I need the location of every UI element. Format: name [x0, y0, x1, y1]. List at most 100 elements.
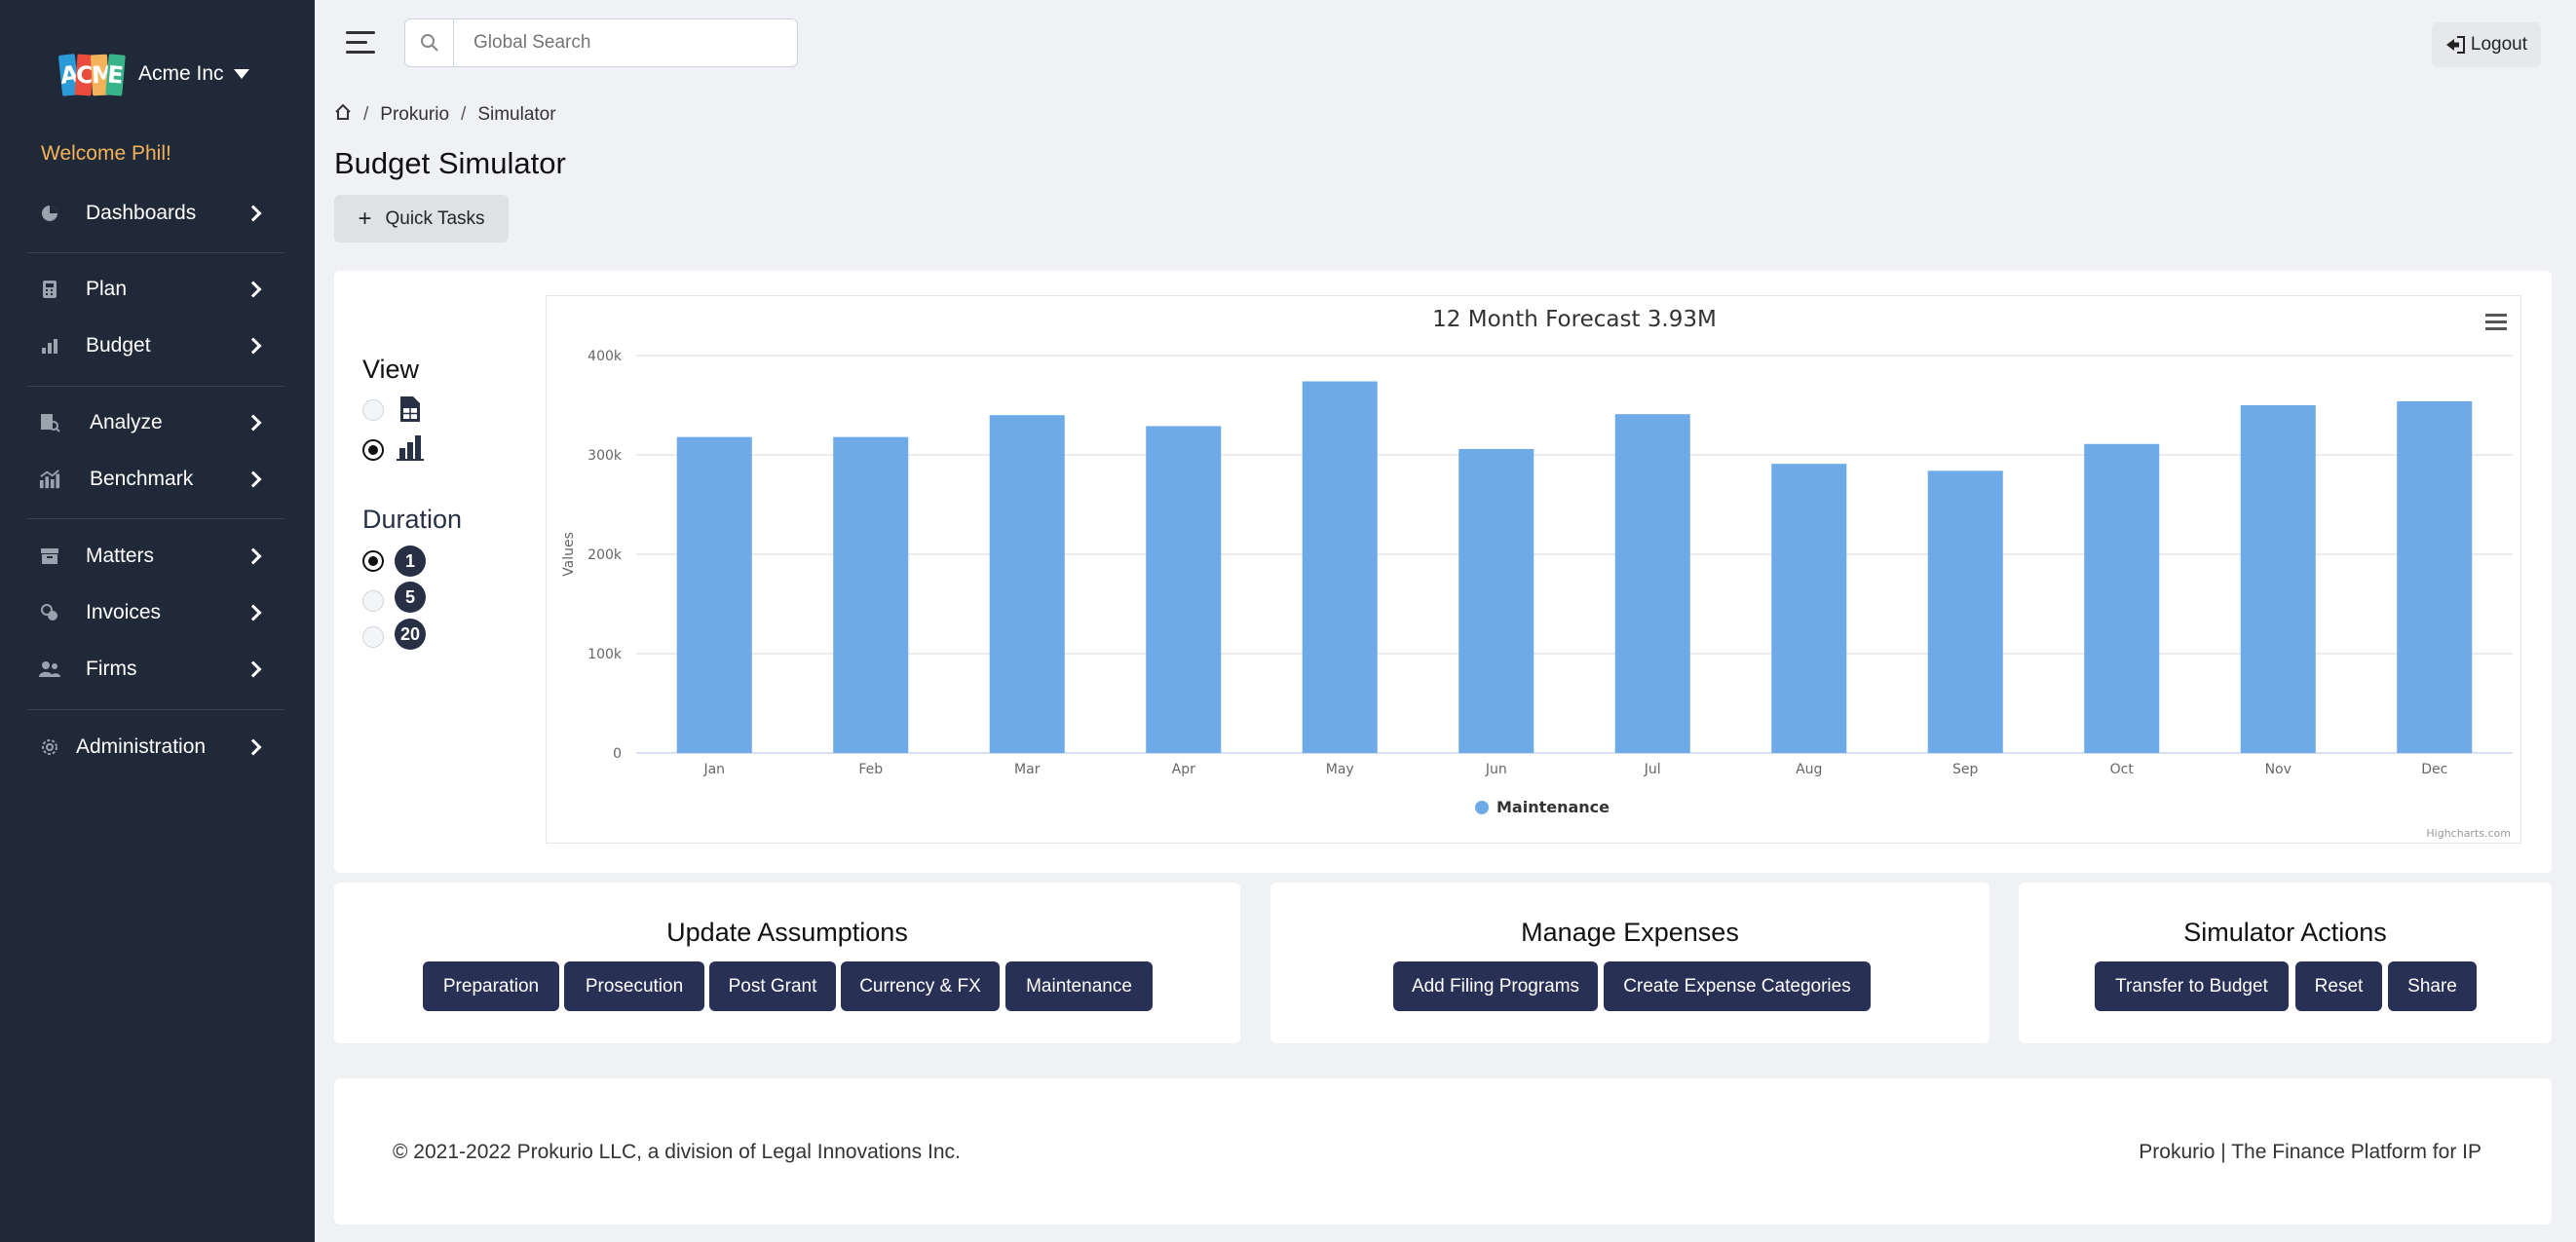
view-radio-table[interactable]	[362, 399, 384, 421]
sidebar-item-label: Dashboards	[86, 202, 197, 224]
top-bar: Logout	[315, 0, 2576, 90]
brand-switcher[interactable]: A C M E Acme Inc	[57, 47, 249, 101]
analyze-icon	[39, 412, 60, 433]
pie-chart-icon	[39, 203, 60, 224]
y-tick-label: 100k	[587, 647, 623, 662]
chevron-right-icon	[245, 547, 262, 565]
simulator-actions-title: Simulator Actions	[2183, 918, 2387, 947]
chevron-right-icon	[245, 337, 262, 355]
y-tick-label: 300k	[587, 448, 623, 464]
view-radio-chart[interactable]	[362, 439, 384, 461]
hamburger-menu-icon[interactable]	[346, 31, 375, 55]
quick-tasks-button[interactable]: + Quick Tasks	[334, 195, 509, 243]
x-tick-label: Oct	[2110, 762, 2135, 777]
bar-chart-view-icon	[396, 433, 425, 467]
sidebar-item-benchmark[interactable]: Benchmark	[39, 460, 273, 499]
gear-icon	[39, 736, 60, 758]
chart-bar	[989, 415, 1065, 753]
duration-radio-1[interactable]	[362, 550, 384, 572]
share-button[interactable]: Share	[2388, 961, 2477, 1011]
breadcrumb-separator: /	[363, 104, 369, 125]
sidebar-item-label: Benchmark	[90, 468, 194, 490]
legend-marker	[1475, 801, 1489, 814]
chart-bar	[2084, 443, 2160, 753]
x-tick-label: May	[1326, 762, 1354, 777]
x-tick-label: Nov	[2265, 762, 2292, 777]
transfer-to-budget-button[interactable]: Transfer to Budget	[2095, 961, 2289, 1011]
legend-label: Maintenance	[1496, 798, 1610, 816]
sidebar-item-label: Analyze	[90, 411, 163, 433]
chevron-right-icon	[245, 738, 262, 756]
sidebar-item-dashboards[interactable]: Dashboards	[39, 194, 273, 233]
y-tick-label: 400k	[587, 349, 623, 364]
acme-logo: A C M E	[57, 47, 126, 101]
chevron-right-icon	[245, 660, 262, 678]
chart-bar	[1458, 448, 1534, 753]
view-title: View	[362, 355, 420, 384]
sidebar: A C M E Acme Inc Welcome Phil! Dashboard…	[0, 0, 315, 1242]
global-search	[404, 19, 798, 67]
sidebar-item-label: Administration	[76, 735, 207, 758]
duration-radio-5[interactable]	[362, 590, 384, 612]
duration-radio-20[interactable]	[362, 626, 384, 648]
sidebar-item-matters[interactable]: Matters	[39, 537, 273, 576]
chevron-right-icon	[245, 414, 262, 432]
sidebar-item-plan[interactable]: Plan	[39, 270, 273, 309]
sidebar-item-label: Invoices	[86, 601, 162, 623]
x-tick-label: Jul	[1644, 762, 1661, 777]
duration-badge: 1	[395, 546, 426, 577]
chart-bar	[833, 436, 909, 753]
logout-button[interactable]: Logout	[2431, 22, 2541, 67]
plus-icon: +	[358, 205, 372, 232]
create-expense-categories-button[interactable]: Create Expense Categories	[1604, 961, 1871, 1011]
chart-credits: Highcharts.com	[2426, 827, 2511, 840]
footer-tagline: Prokurio | The Finance Platform for IP	[2139, 1141, 2481, 1163]
sidebar-item-invoices[interactable]: Invoices	[39, 593, 273, 632]
x-tick-label: Jan	[702, 762, 725, 777]
sidebar-item-label: Matters	[86, 545, 155, 567]
reset-button[interactable]: Reset	[2295, 961, 2382, 1011]
home-icon[interactable]	[334, 103, 352, 127]
breadcrumb-item-simulator: Simulator	[477, 104, 556, 125]
sidebar-item-budget[interactable]: Budget	[39, 326, 273, 365]
bar-chart: 12 Month Forecast 3.93M 0 100k 200k 300k 400k…	[561, 307, 2513, 840]
chart-bar	[1771, 464, 1847, 753]
coins-icon	[39, 602, 60, 623]
divider	[27, 252, 284, 253]
chart-bar	[1146, 426, 1222, 753]
chevron-right-icon	[245, 470, 262, 488]
footer-copyright: © 2021-2022 Prokurio LLC, a division of …	[393, 1141, 961, 1163]
divider	[27, 518, 284, 519]
page-title: Budget Simulator	[334, 146, 566, 180]
x-tick-label: Feb	[858, 762, 883, 777]
currency-fx-button[interactable]: Currency & FX	[841, 961, 1000, 1011]
chart-title: 12 Month Forecast 3.93M	[1432, 307, 1717, 332]
search-input[interactable]	[454, 32, 797, 54]
post-grant-button[interactable]: Post Grant	[709, 961, 836, 1011]
chart-bar	[1302, 381, 1378, 753]
divider	[27, 709, 284, 710]
preparation-button[interactable]: Preparation	[423, 961, 559, 1011]
search-icon[interactable]	[405, 19, 454, 66]
logo-letter: E	[105, 54, 126, 96]
breadcrumb-item-prokurio[interactable]: Prokurio	[380, 104, 450, 125]
benchmark-icon	[39, 469, 60, 490]
archive-icon	[39, 546, 60, 567]
chart-bar	[2240, 405, 2316, 753]
maintenance-button[interactable]: Maintenance	[1005, 961, 1153, 1011]
x-tick-label: Dec	[2421, 762, 2447, 777]
chart-bar	[1614, 414, 1690, 753]
sidebar-item-firms[interactable]: Firms	[39, 650, 273, 689]
sidebar-item-analyze[interactable]: Analyze	[39, 403, 273, 442]
chart-menu-icon[interactable]	[2485, 314, 2507, 331]
chevron-right-icon	[245, 205, 262, 222]
prosecution-button[interactable]: Prosecution	[564, 961, 704, 1011]
chevron-right-icon	[245, 281, 262, 298]
logout-label: Logout	[2470, 34, 2527, 55]
update-assumptions-card: Update Assumptions Preparation Prosecuti…	[334, 883, 1240, 1043]
sidebar-item-administration[interactable]: Administration	[39, 728, 273, 767]
sidebar-item-label: Firms	[86, 658, 137, 680]
add-filing-programs-button[interactable]: Add Filing Programs	[1393, 961, 1598, 1011]
x-tick-label: Apr	[1172, 762, 1195, 777]
table-view-icon	[398, 395, 423, 428]
